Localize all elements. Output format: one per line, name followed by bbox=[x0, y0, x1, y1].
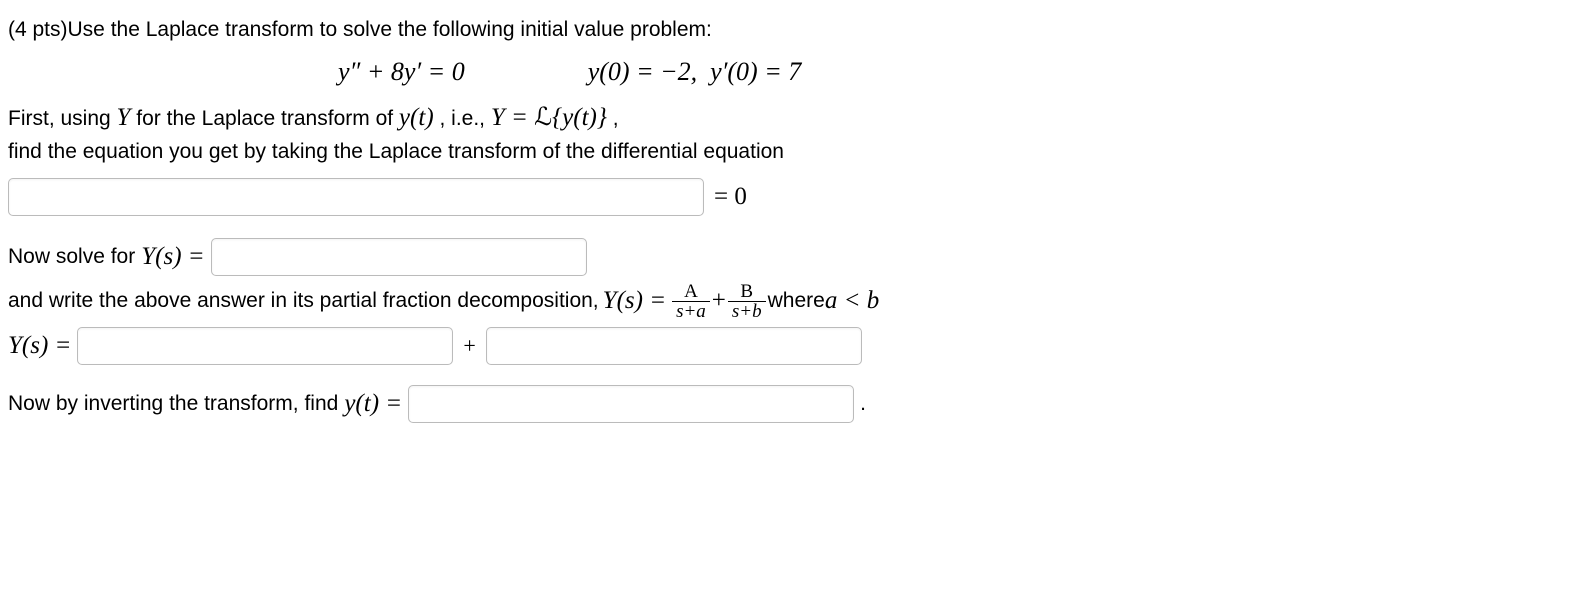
ode: y″ + 8y′ = 0 bbox=[338, 57, 465, 86]
Ys-pf-lhs: Y(s) = bbox=[603, 282, 666, 320]
text-for-laplace: for the Laplace transform of bbox=[136, 107, 399, 130]
cond-a-lt-b: a < b bbox=[825, 282, 879, 320]
Ys-pf-input-lhs: Y(s) = bbox=[8, 327, 71, 365]
initial-conditions: y(0) = −2, y′(0) = 7 bbox=[588, 57, 802, 86]
plus-1: + bbox=[712, 282, 726, 320]
comma: , bbox=[613, 107, 619, 130]
equals-zero: = 0 bbox=[714, 178, 747, 216]
plus-2: + bbox=[463, 329, 475, 362]
pf-term2-input[interactable] bbox=[486, 327, 862, 365]
frac-A-den: s+a bbox=[672, 302, 710, 321]
frac-A-num: A bbox=[672, 282, 710, 302]
text-ie: , i.e., bbox=[439, 107, 490, 130]
problem-intro: (4 pts) Use the Laplace transform to sol… bbox=[8, 14, 1574, 46]
final-period: . bbox=[860, 388, 866, 420]
Ys-pf-input-row: Y(s) = + bbox=[8, 327, 1574, 365]
solve-Ys-row: Now solve for Y(s) = bbox=[8, 238, 1574, 276]
symbol-Y: Y bbox=[117, 104, 131, 131]
Ys-input[interactable] bbox=[211, 238, 587, 276]
pf-term1-input[interactable] bbox=[77, 327, 453, 365]
laplace-def-line2: find the equation you get by taking the … bbox=[8, 136, 1574, 168]
laplace-def-line1: First, using Y for the Laplace transform… bbox=[8, 99, 1574, 137]
text-invert-intro: Now by inverting the transform, find bbox=[8, 388, 338, 420]
frac-A: A s+a bbox=[672, 282, 710, 321]
partial-fraction-intro-row: and write the above answer in its partia… bbox=[8, 282, 1574, 321]
text-now-solve: Now solve for bbox=[8, 241, 135, 273]
frac-B: B s+b bbox=[728, 282, 766, 321]
laplace-def: Y = ℒ{y(t)} bbox=[491, 104, 607, 131]
points-label: (4 pts) bbox=[8, 14, 68, 46]
yt-eq-label: y(t) = bbox=[344, 385, 402, 423]
text-pf-intro: and write the above answer in its partia… bbox=[8, 285, 599, 317]
text-where: where bbox=[768, 285, 825, 317]
yt-input[interactable] bbox=[408, 385, 854, 423]
symbol-yt: y(t) bbox=[399, 104, 434, 131]
equation-line: y″ + 8y′ = 0 y(0) = −2, y′(0) = 7 bbox=[8, 52, 1574, 91]
frac-B-num: B bbox=[728, 282, 766, 302]
Ys-label: Y(s) = bbox=[141, 238, 204, 276]
transformed-equation-input[interactable] bbox=[8, 178, 704, 216]
intro-text: Use the Laplace transform to solve the f… bbox=[68, 14, 712, 46]
transformed-eq-row: = 0 bbox=[8, 178, 1574, 216]
text-first-using: First, using bbox=[8, 107, 117, 130]
frac-B-den: s+b bbox=[728, 302, 766, 321]
invert-row: Now by inverting the transform, find y(t… bbox=[8, 385, 1574, 423]
